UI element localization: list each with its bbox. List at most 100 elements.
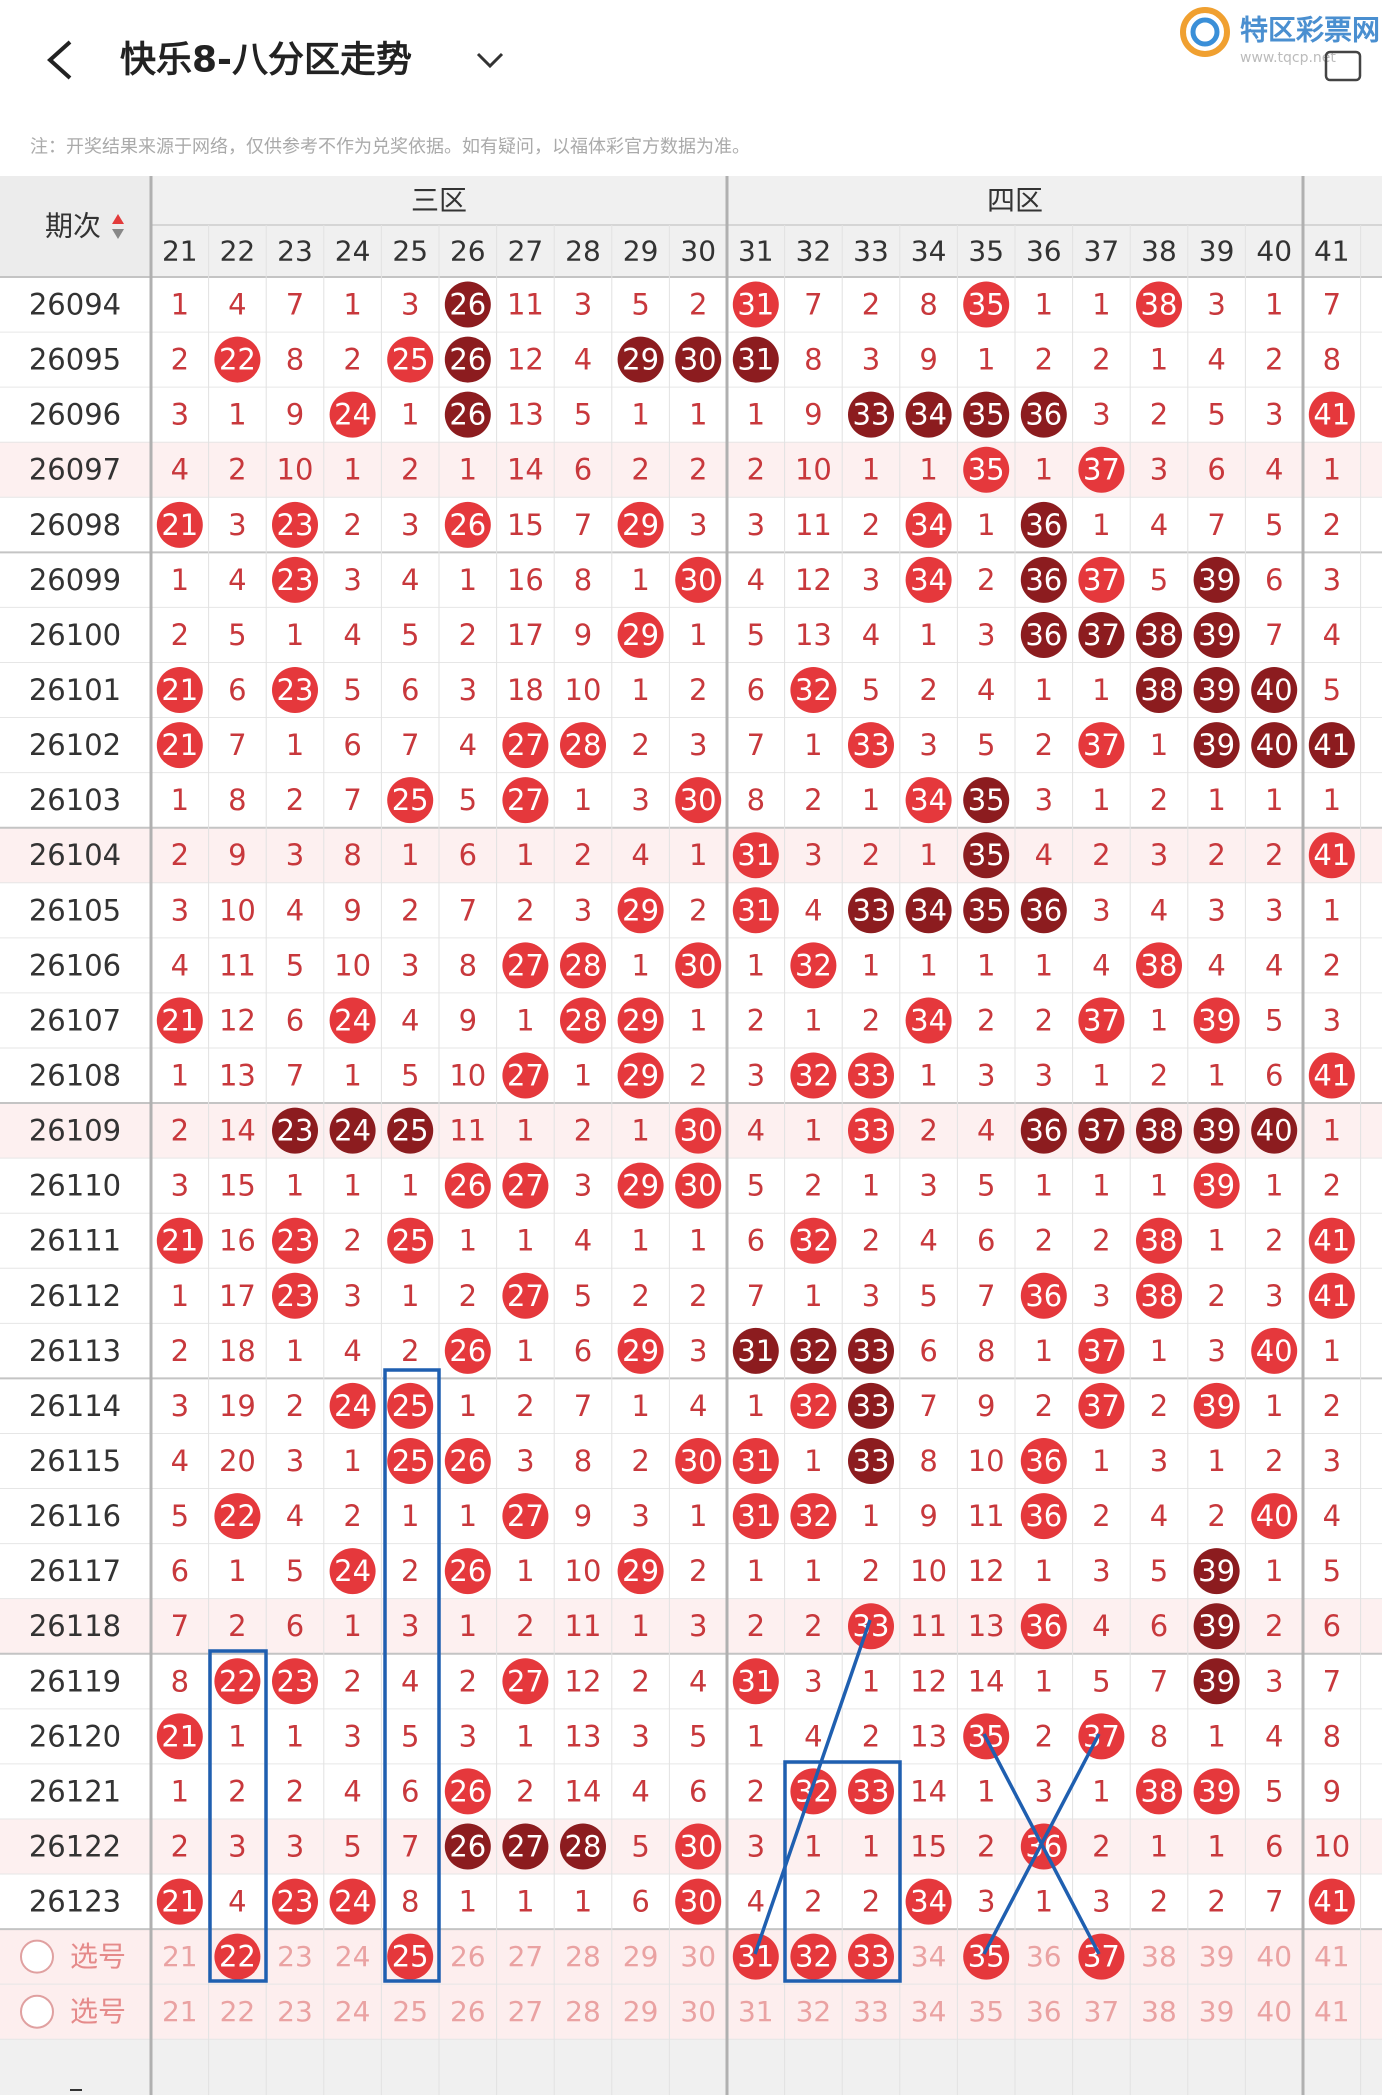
pick-number[interactable]: 30 <box>680 1995 716 2028</box>
omission: 6 <box>747 1224 765 1258</box>
share-button[interactable] <box>1324 50 1362 82</box>
pick-number[interactable]: 31 <box>737 1940 774 1974</box>
omission: 5 <box>1265 1774 1283 1808</box>
pick-number[interactable]: 24 <box>335 1940 371 1973</box>
hit-ball <box>1020 391 1067 438</box>
hit-ball <box>1136 667 1182 714</box>
pick-number[interactable]: 36 <box>1026 1940 1062 1973</box>
pick-number[interactable]: 38 <box>1141 1995 1177 2028</box>
pick-number[interactable]: 33 <box>853 1940 890 1974</box>
pick-number[interactable]: 21 <box>162 1940 198 1973</box>
pick-ball[interactable] <box>387 1933 434 1980</box>
omission: 10 <box>565 673 602 707</box>
back-button[interactable] <box>47 40 72 80</box>
omission: 6 <box>977 1224 995 1258</box>
pick-ball[interactable] <box>848 1933 894 1980</box>
omission: 1 <box>977 508 995 542</box>
period: 26108 <box>29 1059 121 1093</box>
pick-ball[interactable] <box>214 1933 261 1980</box>
pick-number[interactable]: 41 <box>1314 1940 1350 1973</box>
pick-number[interactable]: 32 <box>796 1995 832 2028</box>
hit-number: 36 <box>1025 1444 1062 1478</box>
dropdown[interactable] <box>476 52 504 69</box>
hit-ball <box>617 501 664 548</box>
omission: 1 <box>459 1885 477 1919</box>
pick-number[interactable]: 26 <box>450 1940 486 1973</box>
title: 快乐8-八分区走势 <box>120 40 412 81</box>
pick-number[interactable]: 29 <box>623 1940 659 1973</box>
hit-ball <box>502 1493 549 1540</box>
omission: 2 <box>343 508 361 542</box>
pick-number[interactable]: 38 <box>1141 1940 1177 1973</box>
omission: 11 <box>910 1609 947 1643</box>
pick-number[interactable]: 28 <box>565 1940 601 1973</box>
hit-ball <box>1193 997 1240 1044</box>
pick-number[interactable]: 41 <box>1314 1995 1350 2028</box>
omission: 3 <box>747 508 765 542</box>
omission: 2 <box>401 1554 419 1588</box>
pick-number[interactable]: 28 <box>565 1995 601 2028</box>
pick-number[interactable]: 40 <box>1256 1940 1292 1973</box>
pick-number[interactable]: 23 <box>277 1940 313 1973</box>
omission: 4 <box>1150 508 1168 542</box>
hit-ball <box>675 1107 722 1154</box>
pick-number[interactable]: 35 <box>968 1995 1004 2028</box>
pick-number[interactable]: 27 <box>508 1940 544 1973</box>
pick-number[interactable]: 39 <box>1199 1940 1235 1973</box>
omission: 1 <box>343 453 361 487</box>
omission: 1 <box>343 1059 361 1093</box>
pick-ball[interactable] <box>1078 1933 1125 1980</box>
omission: 11 <box>565 1609 602 1643</box>
omission: 1 <box>401 1279 419 1313</box>
pick-number[interactable]: 34 <box>911 1940 947 1973</box>
pick-number[interactable]: 30 <box>680 1940 716 1973</box>
pick-number[interactable]: 31 <box>738 1995 774 2028</box>
pick-number[interactable]: 21 <box>162 1995 198 2028</box>
hit-number: 25 <box>392 1224 429 1258</box>
omission: 2 <box>862 288 880 322</box>
omission: 4 <box>747 563 765 597</box>
pick-number[interactable]: 23 <box>277 1995 313 2028</box>
sort-down <box>112 229 124 239</box>
pick-ball[interactable] <box>790 1933 837 1980</box>
pick-number[interactable]: 32 <box>795 1940 832 1974</box>
omission: 2 <box>459 618 477 652</box>
pick-radio[interactable] <box>20 1939 54 1974</box>
pick-number[interactable]: 37 <box>1084 1995 1120 2028</box>
hit-number: 38 <box>1141 1114 1178 1148</box>
pick-number[interactable]: 39 <box>1199 1995 1235 2028</box>
omission: 1 <box>343 1444 361 1478</box>
omission: 10 <box>910 1554 947 1588</box>
pick-ball[interactable] <box>963 1933 1010 1980</box>
omission: 8 <box>286 343 304 377</box>
hit-ball <box>1020 501 1067 548</box>
pick-number[interactable]: 37 <box>1083 1940 1120 1974</box>
pick-number[interactable]: 25 <box>392 1995 428 2028</box>
hit-ball <box>272 1272 318 1319</box>
pick-number[interactable]: 35 <box>968 1940 1005 1974</box>
pick-ball[interactable] <box>732 1933 779 1980</box>
pick-number[interactable]: 24 <box>335 1995 371 2028</box>
pick-number[interactable]: 34 <box>911 1995 947 2028</box>
column-header: 24 <box>335 235 371 268</box>
omission: 8 <box>919 1444 937 1478</box>
hit-ball <box>790 942 837 989</box>
column-header: 36 <box>1026 235 1062 268</box>
pick-number[interactable]: 27 <box>508 1995 544 2028</box>
pick-number[interactable]: 22 <box>219 1940 256 1974</box>
omission: 3 <box>171 1389 189 1423</box>
pick-number[interactable]: 33 <box>853 1995 889 2028</box>
pick-number[interactable]: 25 <box>392 1940 429 1974</box>
omission: 8 <box>343 838 361 872</box>
pick-number[interactable]: 26 <box>450 1995 486 2028</box>
pick-radio[interactable] <box>20 1994 54 2029</box>
pick-number[interactable]: 29 <box>623 1995 659 2028</box>
pick-number[interactable]: 40 <box>1256 1995 1292 2028</box>
omission: 3 <box>401 288 419 322</box>
pick-number[interactable]: 36 <box>1026 1995 1062 2028</box>
pick-number[interactable]: 22 <box>220 1995 256 2028</box>
omission: 8 <box>171 1664 189 1698</box>
hit-ball <box>156 997 203 1044</box>
omission: 1 <box>171 563 189 597</box>
omission: 2 <box>862 1885 880 1919</box>
